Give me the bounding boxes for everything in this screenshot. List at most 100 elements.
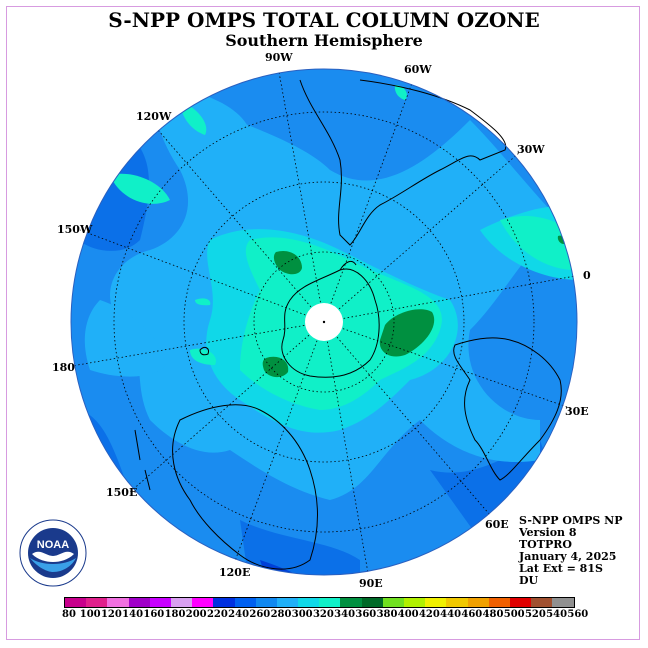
colorbar-swatch bbox=[382, 598, 404, 607]
ozone-region-higher bbox=[195, 298, 211, 306]
info-units: DU bbox=[519, 574, 539, 587]
colorbar-tick-label: 160 bbox=[143, 609, 165, 620]
ozone-region-peak bbox=[262, 356, 289, 378]
info-lat-extent: Lat Ext = 81S bbox=[519, 562, 603, 575]
colorbar-tick-label: 100 bbox=[79, 609, 101, 620]
colorbar-swatch bbox=[361, 598, 383, 607]
colorbar-tick-label: 180 bbox=[164, 609, 186, 620]
colorbar-swatch bbox=[298, 598, 320, 607]
latitude-circle bbox=[183, 181, 465, 463]
latitude-circle bbox=[253, 251, 395, 393]
longitude-label-150e: 150E bbox=[106, 486, 138, 499]
colorbar-tick-label: 140 bbox=[122, 609, 144, 620]
colorbar-swatch bbox=[276, 598, 299, 607]
meridian-line bbox=[79, 229, 325, 323]
longitude-label-90w: 90W bbox=[265, 51, 293, 64]
colorbar-tick-label: 440 bbox=[440, 609, 462, 620]
colorbar-tick-label: 500 bbox=[503, 609, 525, 620]
colorbar-tick-label: 360 bbox=[355, 609, 377, 620]
meridian-line bbox=[323, 321, 571, 409]
colorbar-swatch bbox=[128, 598, 150, 607]
colorbar-swatch bbox=[192, 598, 214, 607]
colorbar-swatch bbox=[255, 598, 277, 607]
graticule bbox=[71, 71, 576, 574]
noaa-logo: NOAA bbox=[18, 518, 88, 593]
colorbar-swatch bbox=[86, 598, 108, 607]
colorbar-swatch bbox=[234, 598, 256, 607]
africa-coastline bbox=[453, 337, 562, 481]
info-product: TOTPRO bbox=[519, 538, 572, 551]
colorbar-swatch bbox=[107, 598, 129, 607]
meridian-line bbox=[71, 321, 325, 367]
ozone-region-peak bbox=[379, 309, 435, 357]
islands-coastline bbox=[134, 429, 151, 491]
ozone-region-higher bbox=[110, 173, 170, 204]
chart-title: S-NPP OMPS TOTAL COLUMN OZONE bbox=[108, 8, 540, 32]
colorbar-swatch bbox=[213, 598, 235, 607]
colorbar-swatch bbox=[531, 598, 553, 607]
colorbar-tick-label: 340 bbox=[334, 609, 356, 620]
meridian-line bbox=[129, 321, 325, 493]
colorbar-swatch bbox=[509, 598, 532, 607]
info-instrument: S-NPP OMPS NP bbox=[519, 514, 623, 527]
chart-subtitle: Southern Hemisphere bbox=[225, 31, 423, 50]
figure-frame bbox=[6, 6, 640, 640]
colorbar-tick-label: 400 bbox=[397, 609, 419, 620]
ozone-region-higher bbox=[394, 85, 407, 100]
longitude-label-30e: 30E bbox=[565, 405, 589, 418]
info-date: January 4, 2025 bbox=[519, 550, 617, 563]
ozone-region-higher bbox=[500, 215, 575, 270]
longitude-label-90e: 90E bbox=[359, 577, 383, 590]
south-pole-marker bbox=[322, 320, 326, 324]
meridian-line bbox=[234, 321, 325, 562]
new-zealand-coastline bbox=[199, 346, 209, 356]
colorbar-tick-label: 320 bbox=[312, 609, 334, 620]
meridian-line bbox=[323, 321, 491, 516]
ozone-region-higher bbox=[190, 348, 216, 365]
meridian-line bbox=[323, 275, 576, 323]
product-info: S-NPP OMPS NP Version 8 TOTPRO January 4… bbox=[519, 515, 622, 587]
coastlines bbox=[134, 79, 562, 570]
meridian-line bbox=[323, 321, 369, 574]
colorbar-swatch bbox=[552, 598, 574, 607]
longitude-label-120w: 120W bbox=[136, 110, 172, 123]
longitude-label-60w: 60W bbox=[404, 63, 432, 76]
colorbar-tick-label: 540 bbox=[546, 609, 568, 620]
longitude-label-60e: 60E bbox=[485, 518, 509, 531]
longitude-label-120e: 120E bbox=[219, 566, 251, 579]
meridian-line bbox=[323, 82, 413, 323]
longitude-label-150w: 150W bbox=[57, 223, 93, 236]
colorbar-swatch bbox=[488, 598, 510, 607]
colorbar-swatch bbox=[404, 598, 426, 607]
colorbar-tick-label: 520 bbox=[524, 609, 546, 620]
colorbar-tick-label: 420 bbox=[418, 609, 440, 620]
colorbar bbox=[64, 597, 575, 608]
colorbar-swatch bbox=[319, 598, 341, 607]
colorbar-tick-label: 220 bbox=[206, 609, 228, 620]
colorbar-swatch bbox=[149, 598, 171, 607]
colorbar-swatch bbox=[425, 598, 447, 607]
colorbar-tick-label: 460 bbox=[461, 609, 483, 620]
australia-coastline bbox=[172, 404, 318, 570]
colorbar-tick-label: 80 bbox=[62, 609, 76, 620]
colorbar-swatch bbox=[170, 598, 193, 607]
colorbar-tick-label: 560 bbox=[567, 609, 589, 620]
colorbar-ticks: 80 100 120 140 160 180 200 220 240 260 280 300 320 34… bbox=[54, 609, 594, 623]
colorbar-swatch bbox=[340, 598, 362, 607]
colorbar-tick-label: 480 bbox=[482, 609, 504, 620]
south-america-coastline bbox=[299, 79, 507, 246]
colorbar-tick-label: 200 bbox=[185, 609, 207, 620]
colorbar-tick-label: 380 bbox=[376, 609, 398, 620]
longitude-label-0: 0 bbox=[583, 269, 591, 282]
info-version: Version 8 bbox=[519, 526, 577, 539]
colorbar-tick-label: 300 bbox=[291, 609, 313, 620]
ozone-region-lowest bbox=[260, 560, 320, 575]
ozone-region-mid bbox=[84, 300, 170, 377]
colorbar-swatch bbox=[446, 598, 468, 607]
colorbar-swatch bbox=[65, 598, 87, 607]
meridian-line bbox=[323, 151, 521, 323]
colorbar-tick-label: 280 bbox=[270, 609, 292, 620]
noaa-logo-text: NOAA bbox=[37, 539, 69, 551]
